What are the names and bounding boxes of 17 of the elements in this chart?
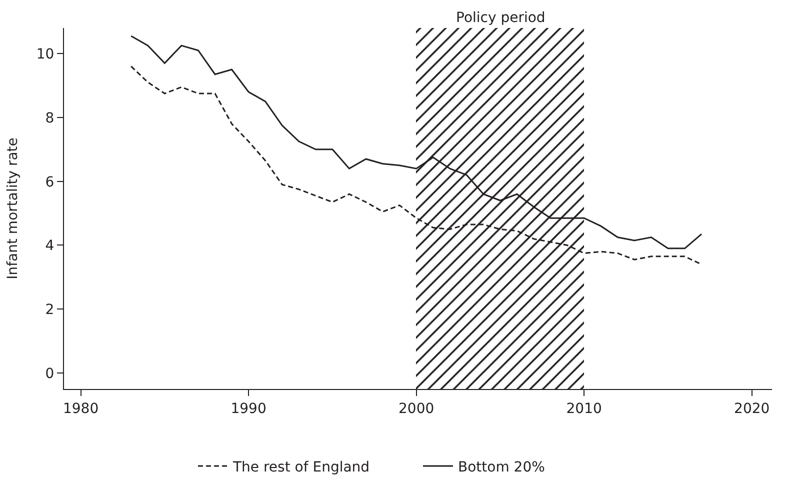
- legend-label: The rest of England: [232, 459, 370, 476]
- y-tick-label: 0: [45, 366, 54, 382]
- x-tick-label: 1980: [62, 400, 99, 417]
- x-tick-label: 2020: [734, 400, 770, 417]
- line-series: [130, 35, 702, 250]
- band-label: Policy period: [456, 10, 546, 26]
- y-axis-title: Infant mortality rate: [4, 138, 21, 280]
- y-tick-label: 6: [45, 174, 54, 190]
- legend-label: Bottom 20%: [458, 459, 545, 476]
- y-tick-label: 8: [45, 110, 54, 126]
- line-series: [130, 66, 702, 266]
- x-tick-label: 2000: [398, 400, 434, 417]
- y-tick-label: 10: [36, 46, 54, 62]
- x-tick-label: 2010: [566, 400, 602, 417]
- y-tick-label: 2: [45, 302, 54, 318]
- y-tick-label: 4: [45, 238, 54, 254]
- x-tick-label: 1990: [230, 400, 266, 417]
